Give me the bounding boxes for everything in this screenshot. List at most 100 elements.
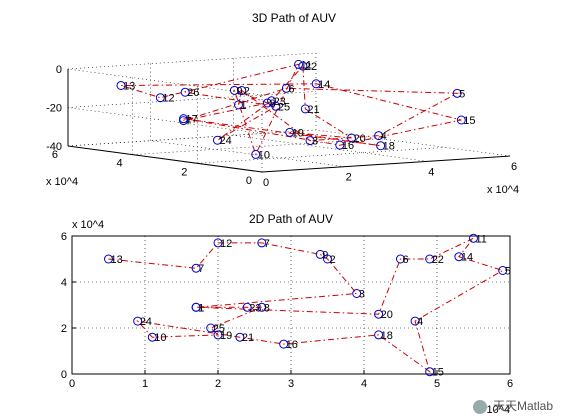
waypoint-marker: [133, 316, 143, 326]
waypoint-marker: [315, 249, 325, 259]
waypoint-label: 3: [359, 289, 365, 301]
waypoint-label: 26: [187, 87, 199, 99]
x-tick-label: 0: [263, 177, 269, 189]
watermark: 天天Matlab: [472, 397, 553, 414]
subplot-2d-y-multiplier: x 10^4: [72, 219, 104, 231]
x-tick-label: 4: [428, 166, 434, 178]
waypoint-marker: [212, 135, 222, 145]
waypoint-marker: [374, 131, 384, 141]
waypoint-marker: [242, 302, 252, 312]
x-tick-label: 3: [288, 378, 294, 390]
waypoint-marker: [456, 115, 466, 125]
waypoint-label: 1: [198, 302, 204, 314]
waypoint-marker: [234, 100, 243, 110]
waypoint-marker: [469, 233, 478, 243]
waypoint-label: 7: [186, 116, 192, 128]
path-line: [120, 63, 462, 156]
waypoint-label: 10: [154, 332, 166, 344]
waypoint-marker: [374, 309, 384, 319]
waypoint-label: 7: [198, 263, 204, 275]
waypoint-marker: [374, 330, 384, 340]
waypoint-label: 14: [461, 252, 473, 264]
waypoint-label: 1: [241, 100, 247, 112]
waypoint-marker: [116, 80, 126, 90]
x-tick-label: 6: [511, 161, 517, 173]
waypoint-marker: [298, 61, 308, 71]
wall-grid-z: [67, 129, 317, 147]
waypoint-label: 2: [330, 254, 336, 266]
waypoint-label: 18: [381, 330, 393, 342]
waypoint-marker: [213, 238, 223, 248]
waypoint-marker: [376, 141, 386, 151]
watermark-text: 天天Matlab: [492, 399, 553, 413]
waypoint-label: 15: [463, 115, 475, 127]
waypoint-marker: [271, 101, 281, 111]
waypoint-label: 2: [244, 86, 250, 98]
waypoint-label: 25: [213, 323, 225, 335]
subplot-2d-grid: [71, 235, 511, 375]
waypoint-marker: [155, 93, 165, 103]
subplot-3d-axes: [67, 69, 511, 173]
waypoint-label: 7: [264, 238, 270, 250]
waypoint-label: 14: [318, 79, 330, 91]
waypoint-label: 11: [301, 59, 312, 71]
waypoint-label: 3: [312, 136, 318, 148]
waypoint-label: 24: [219, 135, 231, 147]
z-tick-label: -20: [46, 103, 62, 115]
waypoint-marker: [498, 266, 508, 275]
subplot-3d-title: 3D Path of AUV: [252, 11, 336, 25]
wall-grid-z: [67, 91, 317, 108]
waypoint-marker: [257, 302, 267, 312]
y-tick-label: 6: [61, 231, 67, 243]
x-tick-label: 6: [507, 378, 513, 390]
waypoint-label: 9: [236, 85, 242, 97]
waypoint-label: 5: [459, 88, 465, 100]
waypoint-marker: [285, 127, 295, 137]
floor-grid-x: [233, 135, 428, 162]
y-tick-label: 2: [181, 166, 187, 178]
waypoint-label: 6: [288, 83, 294, 95]
wall-grid-z: [67, 52, 317, 70]
waypoint-label: 11: [476, 233, 487, 245]
waypoint-marker: [305, 136, 315, 146]
subplot-3d-x-multiplier: x 10^4: [487, 184, 519, 196]
waypoint-marker: [311, 79, 321, 89]
y-tick-label: 2: [61, 323, 67, 335]
waypoint-marker: [191, 263, 201, 273]
waypoint-marker: [267, 96, 277, 106]
z-tick-label: -40: [46, 141, 62, 153]
waypoint-label: 5: [505, 266, 511, 278]
waypoint-marker: [251, 149, 261, 159]
waypoint-label: 16: [286, 339, 298, 351]
x-tick-label: 1: [142, 378, 148, 390]
waypoint-marker: [179, 114, 189, 124]
waypoint-label: 24: [140, 316, 152, 328]
waypoint-label: 8: [264, 302, 270, 314]
waypoint-marker: [323, 254, 332, 264]
floor-grid-x: [150, 140, 345, 167]
y-tick-label: 4: [61, 277, 67, 289]
x-tick-label: 5: [434, 378, 440, 390]
waypoint-label: 19: [292, 127, 304, 139]
waypoint-label: 22: [305, 61, 317, 73]
floor-grid-y: [132, 138, 381, 155]
waypoint-marker: [281, 83, 291, 93]
waypoint-marker: [335, 140, 345, 150]
y-tick-label: 4: [117, 158, 123, 170]
y-axis-line: [67, 145, 263, 173]
waypoint-label: 15: [432, 367, 444, 379]
y-tick-label: 6: [52, 149, 58, 161]
waypoint-marker: [279, 339, 289, 349]
waypoint-label: 21: [307, 104, 319, 116]
wechat-logo-icon: [472, 399, 487, 414]
wall-grid-z: [67, 68, 263, 96]
waypoint-marker: [300, 104, 310, 114]
waypoint-label: 18: [383, 141, 395, 153]
waypoint-marker: [410, 316, 420, 326]
